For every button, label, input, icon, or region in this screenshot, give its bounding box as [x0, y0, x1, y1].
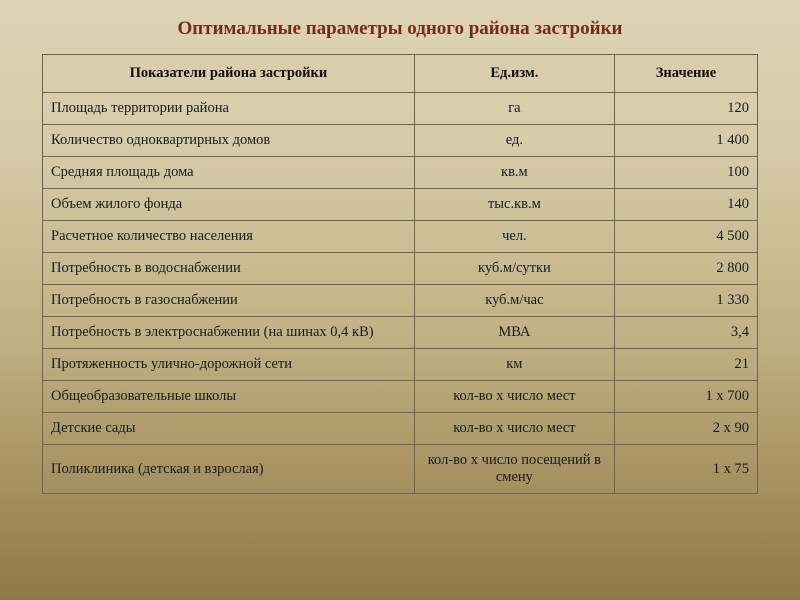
cell-param: Детские сады: [43, 413, 415, 445]
cell-unit: кол-во х число мест: [414, 413, 614, 445]
cell-param: Средняя площадь дома: [43, 157, 415, 189]
cell-unit: га: [414, 93, 614, 125]
cell-unit: кол-во х число посещений в смену: [414, 445, 614, 494]
cell-param: Поликлиника (детская и взрослая): [43, 445, 415, 494]
cell-unit: куб.м/сутки: [414, 253, 614, 285]
col-header-unit: Ед.изм.: [414, 55, 614, 93]
cell-unit: МВА: [414, 317, 614, 349]
cell-unit: чел.: [414, 221, 614, 253]
cell-param: Объем жилого фонда: [43, 189, 415, 221]
table-row: Потребность в водоснабжениикуб.м/сутки2 …: [43, 253, 758, 285]
cell-param: Расчетное количество населения: [43, 221, 415, 253]
page-title: Оптимальные параметры одного района заст…: [0, 0, 800, 48]
table-row: Площадь территории районага120: [43, 93, 758, 125]
cell-value: 4 500: [614, 221, 757, 253]
cell-param: Потребность в водоснабжении: [43, 253, 415, 285]
cell-unit: кв.м: [414, 157, 614, 189]
cell-value: 140: [614, 189, 757, 221]
cell-value: 1 х 700: [614, 381, 757, 413]
col-header-param: Показатели района застройки: [43, 55, 415, 93]
cell-unit: кол-во х число мест: [414, 381, 614, 413]
cell-unit: куб.м/час: [414, 285, 614, 317]
table-row: Объем жилого фондатыс.кв.м140: [43, 189, 758, 221]
table-row: Средняя площадь домакв.м100: [43, 157, 758, 189]
cell-param: Потребность в электроснабжении (на шинах…: [43, 317, 415, 349]
cell-value: 2 800: [614, 253, 757, 285]
cell-value: 3,4: [614, 317, 757, 349]
table-row: Потребность в электроснабжении (на шинах…: [43, 317, 758, 349]
cell-value: 100: [614, 157, 757, 189]
table-row: Общеобразовательные школыкол-во х число …: [43, 381, 758, 413]
col-header-value: Значение: [614, 55, 757, 93]
table-row: Потребность в газоснабжениикуб.м/час1 33…: [43, 285, 758, 317]
cell-param: Количество одноквартирных домов: [43, 125, 415, 157]
table-row: Расчетное количество населениячел.4 500: [43, 221, 758, 253]
table-row: Детские садыкол-во х число мест2 х 90: [43, 413, 758, 445]
cell-unit: км: [414, 349, 614, 381]
cell-param: Площадь территории района: [43, 93, 415, 125]
cell-value: 1 330: [614, 285, 757, 317]
cell-param: Протяженность улично-дорожной сети: [43, 349, 415, 381]
parameters-table-wrap: Показатели района застройки Ед.изм. Знач…: [0, 48, 800, 494]
cell-param: Общеобразовательные школы: [43, 381, 415, 413]
table-row: Поликлиника (детская и взрослая)кол-во х…: [43, 445, 758, 494]
cell-unit: ед.: [414, 125, 614, 157]
cell-value: 21: [614, 349, 757, 381]
cell-value: 1 400: [614, 125, 757, 157]
cell-value: 1 х 75: [614, 445, 757, 494]
table-header-row: Показатели района застройки Ед.изм. Знач…: [43, 55, 758, 93]
cell-value: 120: [614, 93, 757, 125]
table-row: Протяженность улично-дорожной сетикм21: [43, 349, 758, 381]
cell-unit: тыс.кв.м: [414, 189, 614, 221]
cell-param: Потребность в газоснабжении: [43, 285, 415, 317]
cell-value: 2 х 90: [614, 413, 757, 445]
parameters-table: Показатели района застройки Ед.изм. Знач…: [42, 54, 758, 494]
table-row: Количество одноквартирных домовед.1 400: [43, 125, 758, 157]
